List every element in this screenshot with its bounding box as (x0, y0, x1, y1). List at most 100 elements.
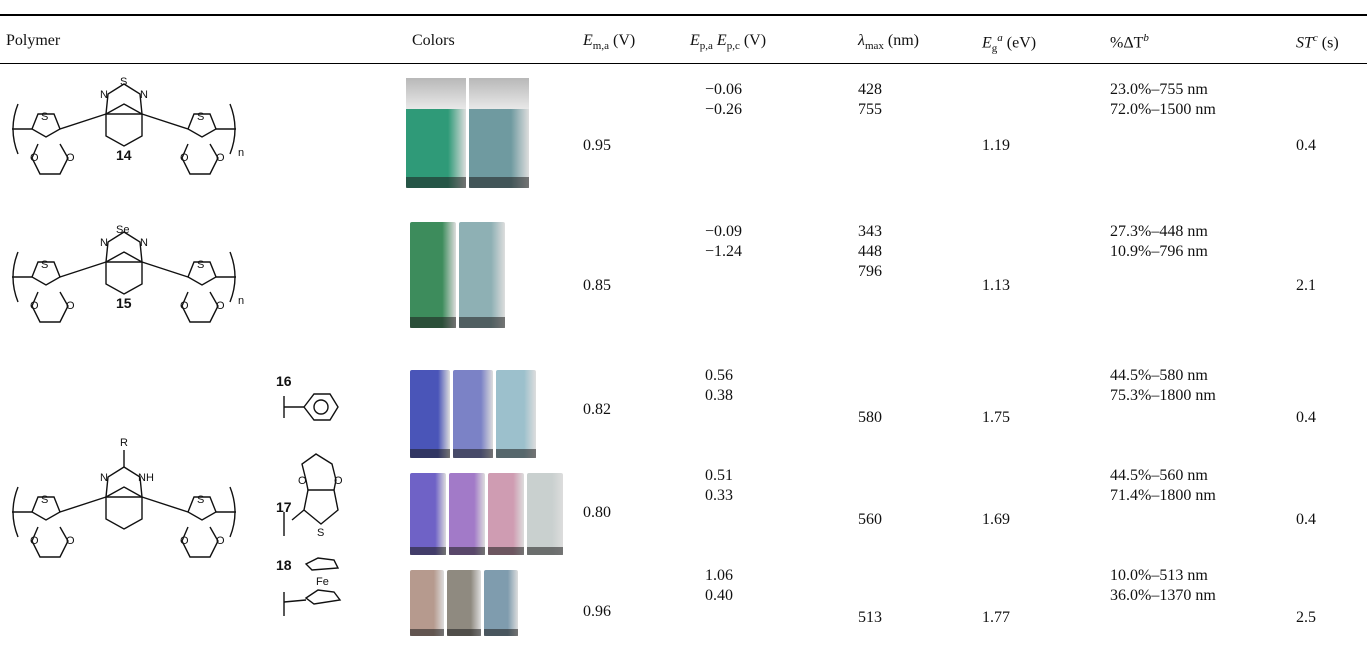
vial-swatch (453, 370, 493, 458)
substituent-18-ferrocene: 18 Fe (276, 554, 356, 629)
cell-delta-t: 44.5%–560 nm 71.4%–1800 nm (1110, 467, 1216, 504)
vial-swatch (410, 370, 450, 458)
structure-polymer-15: S S Se N N O O O O 15 n (4, 222, 244, 347)
cell-lambda-max: 580 (858, 409, 882, 426)
cell-ema: 0.96 (583, 603, 611, 620)
vial-swatch (496, 370, 536, 458)
cell-st: 2.5 (1296, 609, 1316, 626)
col-header-lambda-max: λmax (nm) (858, 32, 919, 53)
cell-ema: 0.95 (583, 137, 611, 154)
nitrogen-atom-label: N (100, 89, 108, 101)
cell-delta-t: 23.0%–755 nm 72.0%–1500 nm (1110, 81, 1216, 118)
r-group-label: R (120, 437, 128, 449)
oxygen-atom-label: O (180, 535, 189, 547)
oxygen-atom-label: O (66, 300, 75, 312)
cell-ep: −0.09 −1.24 (705, 223, 743, 260)
col-header-polymer: Polymer (6, 32, 61, 49)
vials-polymer-15 (410, 222, 505, 328)
cell-st: 0.4 (1296, 137, 1316, 154)
cell-st: 0.4 (1296, 511, 1316, 528)
col-header-eg: Ega (eV) (982, 32, 1037, 55)
nitrogen-atom-label: N (100, 237, 108, 249)
cell-st: 2.1 (1296, 277, 1316, 294)
cell-eg: 1.13 (982, 277, 1010, 294)
table-top-rule (0, 14, 1367, 16)
cell-st: 0.4 (1296, 409, 1316, 426)
substituent-17-edot: 17 O O S (276, 450, 356, 555)
vial-swatch (459, 222, 505, 328)
cell-eg: 1.77 (982, 609, 1010, 626)
oxygen-atom-label: O (334, 475, 343, 487)
oxygen-atom-label: O (66, 152, 75, 164)
oxygen-atom-label: O (30, 152, 39, 164)
compound-number: 18 (276, 557, 292, 573)
vials-polymer-14 (406, 78, 529, 188)
nh-group-label: NH (138, 472, 154, 484)
sulfur-atom-label: S (41, 494, 48, 506)
nitrogen-atom-label: N (100, 472, 108, 484)
repeat-subscript: n (238, 147, 244, 159)
cell-delta-t: 44.5%–580 nm 75.3%–1800 nm (1110, 367, 1216, 404)
nitrogen-atom-label: N (140, 237, 148, 249)
vial-swatch (410, 473, 446, 555)
cell-ep: 0.56 0.38 (705, 367, 733, 404)
vial-swatch (406, 78, 466, 188)
sulfur-atom-label: S (197, 259, 204, 271)
vial-swatch (527, 473, 563, 555)
cell-ep: −0.06 −0.26 (705, 81, 743, 118)
vials-polymer-16 (410, 370, 536, 458)
col-header-delta-t: %ΔTb (1110, 32, 1149, 52)
sulfur-atom-label: S (120, 76, 127, 88)
structure-polymer-14: S S S N N O O O O 14 n (4, 74, 244, 199)
col-header-colors: Colors (412, 32, 455, 49)
cell-lambda-max: 513 (858, 609, 882, 626)
oxygen-atom-label: O (216, 152, 225, 164)
oxygen-atom-label: O (30, 300, 39, 312)
vials-polymer-18 (410, 570, 518, 636)
sulfur-atom-label: S (197, 111, 204, 123)
compound-number: 14 (116, 147, 132, 163)
cell-lambda-max: 428 755 (858, 81, 882, 118)
cell-ema: 0.80 (583, 504, 611, 521)
cell-eg: 1.75 (982, 409, 1010, 426)
cell-eg: 1.19 (982, 137, 1010, 154)
col-header-ema: Em,a (V) (583, 32, 636, 53)
sulfur-atom-label: S (41, 259, 48, 271)
compound-number: 16 (276, 373, 292, 389)
selenium-atom-label: Se (116, 224, 129, 236)
col-header-ep: Ep,a Ep,c (V) (690, 32, 767, 53)
nitrogen-atom-label: N (140, 89, 148, 101)
sulfur-atom-label: S (197, 494, 204, 506)
oxygen-atom-label: O (216, 300, 225, 312)
vial-swatch (410, 570, 444, 636)
vial-swatch (484, 570, 518, 636)
iron-atom-label: Fe (316, 576, 329, 588)
table-header-rule (0, 63, 1367, 64)
cell-ep: 1.06 0.40 (705, 567, 733, 604)
cell-eg: 1.69 (982, 511, 1010, 528)
vials-polymer-17 (410, 473, 563, 555)
structure-polymer-16-18-core: R N NH S S O O O O (4, 432, 244, 582)
cell-ema: 0.85 (583, 277, 611, 294)
oxygen-atom-label: O (216, 535, 225, 547)
vial-swatch (488, 473, 524, 555)
vial-swatch (447, 570, 481, 636)
cell-lambda-max: 560 (858, 511, 882, 528)
substituent-16-phenyl: 16 (276, 372, 356, 437)
oxygen-atom-label: O (180, 300, 189, 312)
oxygen-atom-label: O (180, 152, 189, 164)
compound-number: 17 (276, 499, 292, 515)
sulfur-atom-label: S (41, 111, 48, 123)
col-header-st: STc (s) (1296, 32, 1339, 52)
oxygen-atom-label: O (66, 535, 75, 547)
sulfur-atom-label: S (317, 527, 324, 539)
cell-lambda-max: 343 448 796 (858, 223, 882, 280)
repeat-subscript: n (238, 295, 244, 307)
vial-swatch (449, 473, 485, 555)
oxygen-atom-label: O (298, 475, 307, 487)
oxygen-atom-label: O (30, 535, 39, 547)
compound-number: 15 (116, 295, 132, 311)
vial-swatch (469, 78, 529, 188)
cell-ema: 0.82 (583, 401, 611, 418)
vial-swatch (410, 222, 456, 328)
